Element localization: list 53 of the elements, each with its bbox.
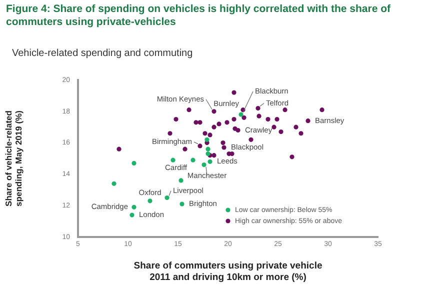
- point: [202, 131, 208, 136]
- point: [232, 116, 236, 122]
- point: [182, 146, 188, 152]
- point: [224, 120, 230, 125]
- point: [212, 109, 216, 114]
- point: [320, 108, 324, 112]
- point: [112, 181, 116, 186]
- point: [132, 160, 136, 166]
- point: [208, 159, 212, 164]
- point: [298, 131, 304, 136]
- chart-title: Figure 4: Share of spending on vehicles is highly correlated with the share of commuters using private-vehicles: [6, 3, 391, 29]
- point: [232, 90, 236, 95]
- point: [282, 108, 288, 112]
- point: [212, 124, 216, 130]
- point: [198, 144, 202, 148]
- point: [130, 212, 134, 218]
- point: [186, 108, 192, 112]
- point: [170, 158, 176, 162]
- point: [238, 112, 244, 117]
- point: [208, 132, 212, 138]
- point: [168, 131, 172, 136]
- point: [178, 178, 184, 183]
- point: [220, 140, 226, 146]
- chart-subtitle: Vehicle-related spending and commuting: [12, 48, 193, 59]
- point: [274, 116, 280, 122]
- point: [212, 153, 216, 158]
- point: [290, 154, 294, 160]
- point: [242, 115, 246, 120]
- point: [248, 137, 254, 142]
- point: [174, 116, 178, 122]
- point: [236, 128, 240, 133]
- x-axis-title: Share of commuters using private vehicle 2011 and driving 10km or more (%): [134, 260, 322, 283]
- point: [148, 198, 152, 204]
- point: [216, 122, 222, 126]
- point: [116, 146, 122, 152]
- point: [306, 118, 310, 124]
- point: [204, 137, 210, 142]
- point: [222, 145, 226, 150]
- point: [294, 124, 298, 130]
- point: [266, 116, 270, 122]
- point: [194, 120, 198, 125]
- point: [198, 120, 202, 125]
- y-axis-title: Share of vehicle-related spending, May 2019 (%): [3, 110, 24, 206]
- point: [190, 158, 196, 162]
- point: [164, 195, 170, 200]
- point: [180, 202, 184, 206]
- point: [202, 162, 206, 168]
- point: [256, 106, 260, 111]
- point: [278, 130, 284, 134]
- point: [206, 146, 210, 152]
- point: [272, 124, 276, 130]
- point: [256, 114, 262, 118]
- point: [132, 204, 136, 210]
